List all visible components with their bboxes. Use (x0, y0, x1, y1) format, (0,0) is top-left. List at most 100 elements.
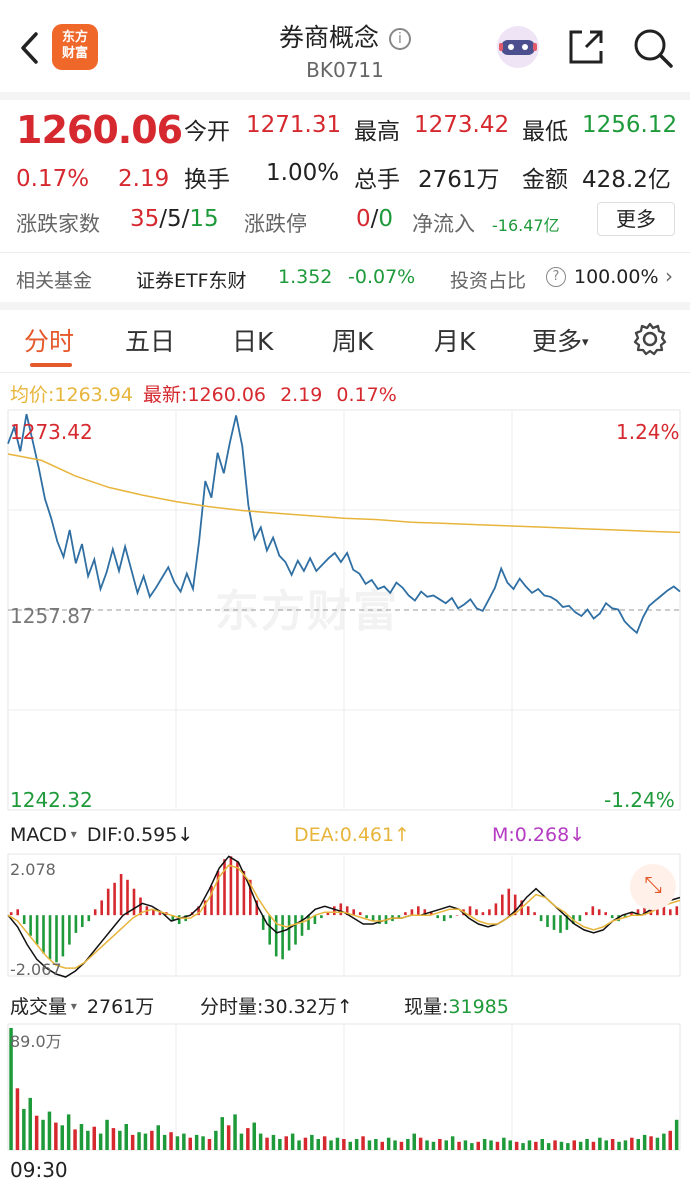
macd-bar (203, 900, 207, 916)
volume-selector[interactable]: 成交量 ▾ (10, 996, 77, 1018)
macd-bar (16, 909, 19, 916)
volume-bar (265, 1137, 269, 1150)
volume-bar (476, 1141, 480, 1150)
macd-bar (513, 894, 517, 916)
macd-bar (152, 909, 155, 916)
tab-five-day[interactable]: 五日 (125, 327, 176, 356)
period-volume: 分时量:30.32万↑ (200, 996, 353, 1018)
volume-bar (482, 1139, 487, 1150)
tab-week-k[interactable]: 周K (332, 327, 374, 356)
macd-bar (365, 915, 368, 919)
macd-bar (481, 912, 485, 916)
current-price: 1260.06 (16, 108, 183, 152)
fund-change: -0.07% (348, 266, 416, 288)
macd-bar (22, 915, 26, 924)
volume-bar (156, 1125, 160, 1150)
share-icon[interactable] (566, 27, 606, 67)
amount-value: 428.2亿 (582, 167, 671, 193)
volume-bar (649, 1136, 653, 1150)
volume-bar (290, 1133, 295, 1150)
macd-bar (597, 909, 601, 916)
volume-bar (342, 1139, 346, 1150)
macd-bar (255, 900, 259, 916)
macd-bar (669, 909, 672, 916)
volume-bar (86, 1130, 90, 1150)
expand-icon[interactable]: ⤡ (630, 864, 676, 910)
volume-value: 2761万 (418, 167, 500, 193)
volume-bar (130, 1134, 135, 1150)
macd-bar (61, 915, 65, 957)
volume-bar (15, 1088, 20, 1150)
volume-bar (9, 1028, 13, 1150)
chevron-right-icon[interactable]: › (665, 264, 673, 288)
macd-bar (320, 915, 323, 919)
macd-bar (475, 909, 478, 916)
ai-robot-icon[interactable] (493, 24, 543, 70)
volume-bar (226, 1125, 231, 1150)
pct-axis-top: 1.24% (616, 420, 680, 444)
volume-bar (303, 1137, 308, 1150)
volume-bar (578, 1141, 583, 1150)
macd-dea: DEA:0.461↑ (294, 824, 411, 846)
volume-bar (502, 1137, 506, 1150)
limit-label: 涨跌停 (244, 212, 307, 236)
fund-name[interactable]: 证券ETF东财 (136, 270, 247, 292)
tab-day-k[interactable]: 日K (232, 327, 274, 356)
info-icon[interactable]: i (388, 28, 411, 50)
macd-bar (501, 894, 504, 916)
macd-bar (565, 915, 569, 930)
volume-bar (354, 1139, 359, 1150)
help-icon[interactable]: ? (546, 267, 566, 287)
volume-bar (258, 1133, 263, 1150)
macd-bar (397, 915, 401, 919)
volume-chart[interactable] (0, 1023, 690, 1154)
macd-axis-bottom: -2.067 (10, 960, 62, 979)
macd-bar (326, 912, 330, 916)
volume-bar (591, 1141, 596, 1150)
volume-bar (534, 1141, 538, 1150)
volume-bar (162, 1134, 167, 1150)
intraday-price-chart[interactable] (0, 409, 690, 820)
volume-bar (169, 1132, 173, 1150)
volume-bar (444, 1140, 448, 1150)
volume-bar (66, 1114, 71, 1150)
breadth-label: 涨跌家数 (16, 212, 100, 236)
macd-bar (158, 912, 162, 916)
price-info-bar: 均价:1263.94 最新:1260.06 2.19 0.17% (10, 384, 397, 406)
macd-chart[interactable] (0, 853, 690, 984)
macd-bar (236, 862, 239, 916)
settings-gear-icon[interactable] (632, 321, 668, 357)
volume-bar (188, 1137, 192, 1150)
volume-label: 总手 (354, 167, 400, 193)
search-icon[interactable] (632, 27, 674, 69)
volume-bar (194, 1134, 199, 1150)
macd-bar (48, 915, 52, 960)
macd-bar (643, 906, 646, 916)
macd-bar (417, 906, 420, 916)
macd-bar (139, 897, 142, 916)
tab-month-k[interactable]: 月K (434, 327, 476, 356)
volume-bar (278, 1139, 282, 1150)
macd-bar (352, 909, 355, 916)
amount-label: 金额 (522, 167, 568, 193)
macd-bar (442, 915, 446, 922)
turnover-label: 换手 (184, 167, 230, 193)
volume-bar (380, 1141, 384, 1150)
macd-bar (261, 915, 265, 930)
more-button[interactable]: 更多 (597, 202, 675, 236)
volume-bar (124, 1124, 128, 1150)
macd-bar (455, 915, 459, 916)
macd-selector[interactable]: MACD ▾ (10, 824, 77, 846)
tab-intraday[interactable]: 分时 (24, 327, 75, 356)
low-label: 最低 (522, 119, 568, 145)
low-value: 1256.12 (582, 112, 678, 138)
volume-bar (284, 1136, 288, 1150)
back-icon[interactable] (14, 28, 44, 68)
price-axis-top: 1273.42 (10, 420, 93, 444)
open-value: 1271.31 (246, 112, 342, 138)
current-volume: 现量:31985 (404, 996, 509, 1018)
volume-bar (521, 1143, 525, 1150)
volume-bar (137, 1132, 141, 1150)
volume-bar (348, 1141, 352, 1150)
tab-more[interactable]: 更多▾ (532, 327, 589, 356)
